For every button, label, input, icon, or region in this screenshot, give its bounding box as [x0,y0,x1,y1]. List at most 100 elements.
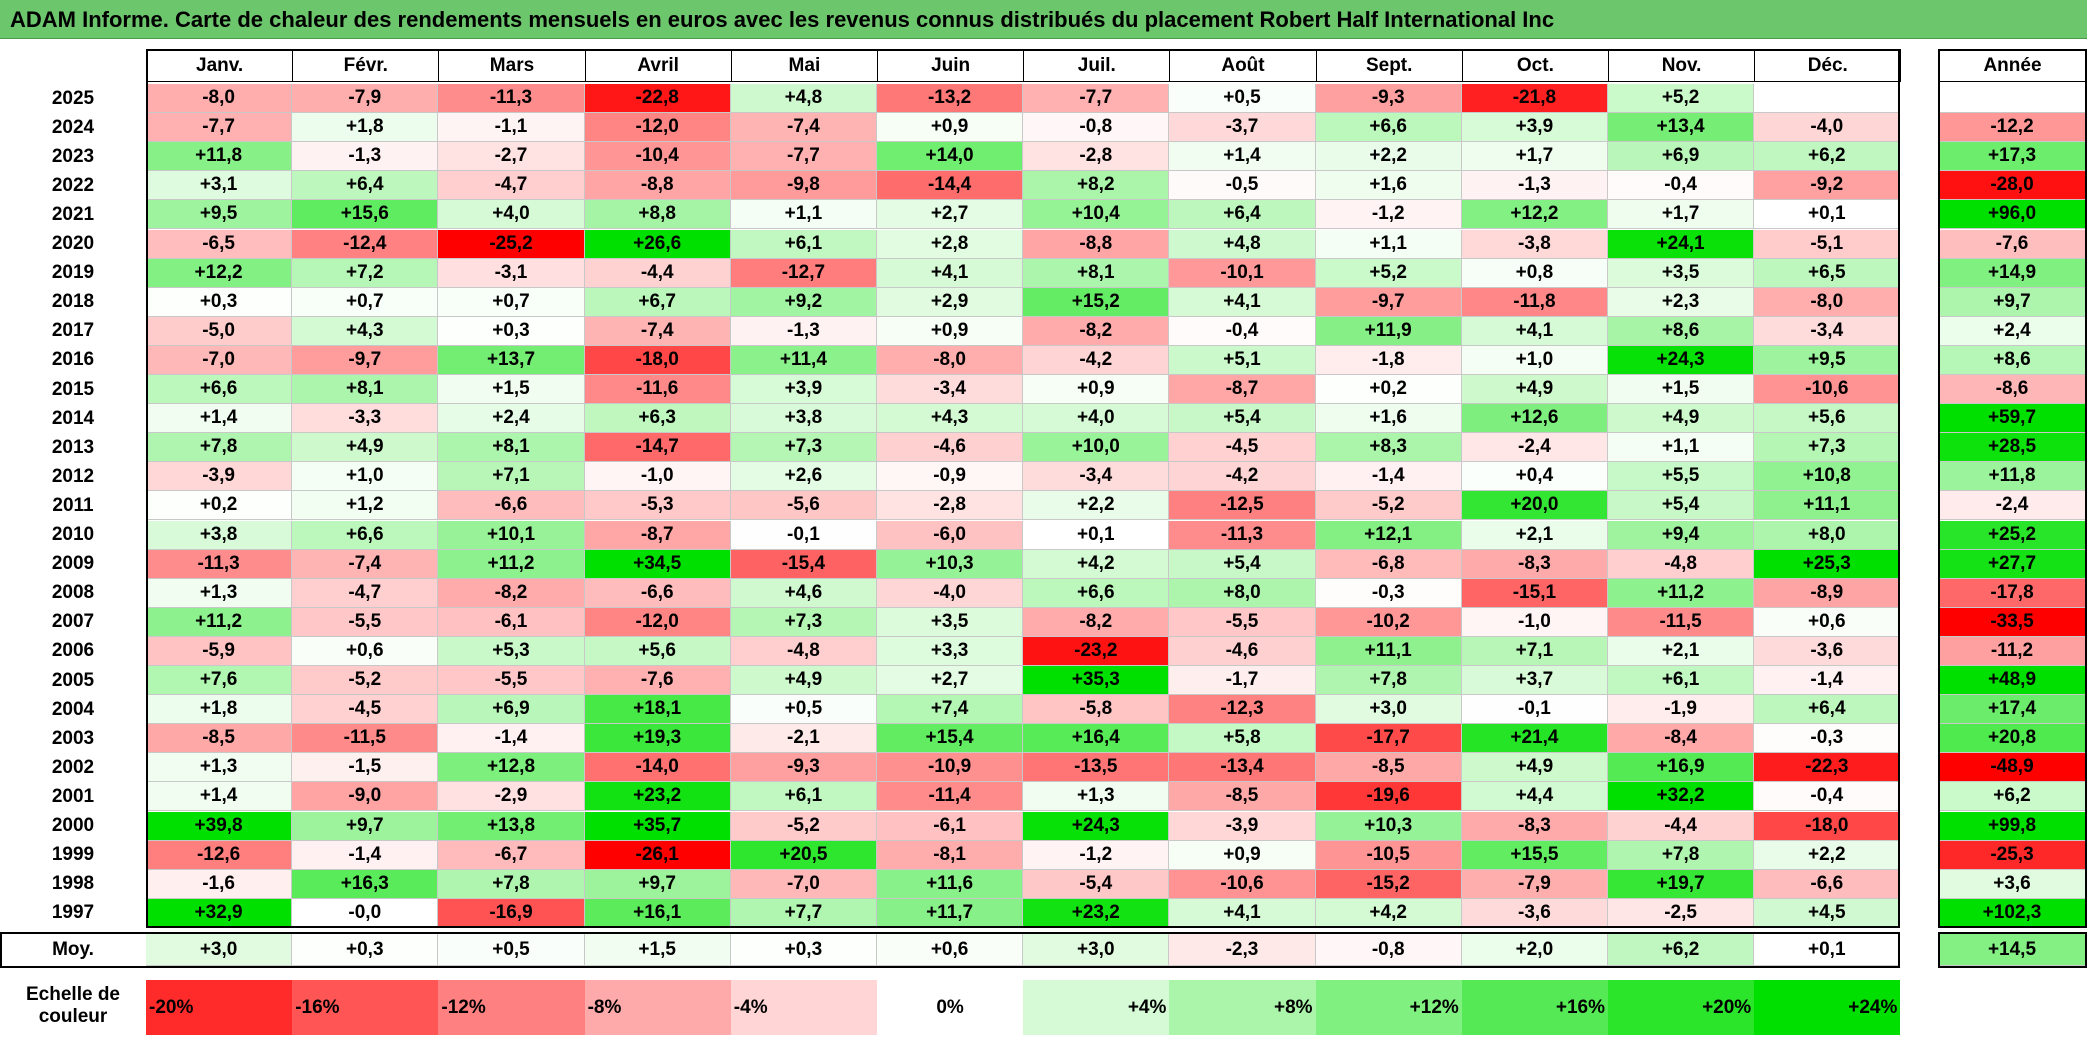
heatmap-cell: +5,2 [1608,84,1755,114]
heatmap-cell: +7,8 [438,869,585,899]
year-label: 2020 [0,229,146,259]
heatmap-cell: -1,9 [1608,695,1755,725]
heatmap-cell: -1,1 [438,113,585,143]
heatmap-cell: -18,0 [1754,811,1901,841]
annual-cell: +48,9 [1938,666,2087,696]
year-label: 2012 [0,462,146,492]
heatmap-cell: -13,5 [1023,753,1170,783]
annual-cell: -7,6 [1938,229,2087,259]
heatmap-cell: -7,6 [584,666,731,696]
heatmap-cell: +7,8 [146,433,293,463]
heatmap-cell: +1,5 [1608,375,1755,405]
heatmap-cell: -0,3 [1315,578,1462,608]
heatmap-cell: +13,8 [438,811,585,841]
heatmap-cell: -0,9 [877,462,1024,492]
heatmap-cell: -5,4 [1023,869,1170,899]
heatmap-cell: +1,5 [438,375,585,405]
month-header: Sept. [1315,49,1463,82]
heatmap-cell: +23,2 [1023,898,1170,928]
heatmap-cell: -6,0 [877,520,1024,550]
heatmap-cell: +0,5 [730,695,877,725]
heatmap-cell: +7,8 [1315,666,1462,696]
heatmap-cell: +2,8 [877,229,1024,259]
heatmap-cell: -6,1 [877,811,1024,841]
heatmap-cell: -8,3 [1461,549,1608,579]
heatmap-cell: -1,6 [146,869,293,899]
heatmap-cell: -26,1 [584,840,731,870]
heatmap-cell: +19,7 [1608,869,1755,899]
average-cell: +3,0 [1023,934,1170,966]
heatmap-cell: +13,4 [1608,113,1755,143]
heatmap-cell: +35,3 [1023,666,1170,696]
heatmap-cell: +8,0 [1169,578,1316,608]
heatmap-cell: +6,5 [1754,258,1901,288]
heatmap-cell: +23,2 [584,782,731,812]
heatmap-cell: -6,6 [584,578,731,608]
year-label: 2013 [0,433,146,463]
color-scale-step: -8% [584,980,731,1035]
heatmap-cell: -12,3 [1169,695,1316,725]
heatmap-cell: -1,4 [438,724,585,754]
annual-header: Année [1938,49,2087,82]
heatmap-cell: -4,2 [1023,345,1170,375]
heatmap-cell: +3,3 [877,636,1024,666]
year-label: 2018 [0,287,146,317]
heatmap-cell: -5,0 [146,316,293,346]
heatmap-cell: +5,8 [1169,724,1316,754]
heatmap-cell: +1,3 [146,578,293,608]
heatmap-cell: +7,2 [292,258,439,288]
heatmap-cell: -4,0 [877,578,1024,608]
heatmap-cell: +6,4 [292,171,439,201]
annual-cell: -2,4 [1938,491,2087,521]
month-header: Juil. [1023,49,1171,82]
color-scale-step: -20% [146,980,293,1035]
year-label: 2023 [0,142,146,172]
heatmap-cell: -7,4 [584,316,731,346]
heatmap-cell: -2,7 [438,142,585,172]
heatmap-cell: +1,7 [1461,142,1608,172]
color-scale-step: +24% [1754,980,1901,1035]
heatmap-cell: +5,3 [438,636,585,666]
heatmap-cell: +10,1 [438,520,585,550]
heatmap-cell: +5,5 [1608,462,1755,492]
annual-cell: +20,8 [1938,724,2087,754]
heatmap-cell: +9,5 [1754,345,1901,375]
month-header: Déc. [1754,49,1902,82]
heatmap-cell: -8,0 [877,345,1024,375]
heatmap-cell: -8,2 [438,578,585,608]
heatmap-cell: -8,8 [584,171,731,201]
year-label: 1997 [0,898,146,928]
heatmap-cell: +3,0 [1315,695,1462,725]
heatmap-cell: +9,7 [584,869,731,899]
heatmap-cell: -12,6 [146,840,293,870]
heatmap-cell: +6,6 [146,375,293,405]
heatmap-cell: +5,6 [1754,404,1901,434]
heatmap-cell: +3,5 [1608,258,1755,288]
heatmap-cell: +1,7 [1608,200,1755,230]
heatmap-cell: -12,0 [584,607,731,637]
heatmap-cell: +1,4 [1169,142,1316,172]
heatmap-cell: +0,3 [438,316,585,346]
heatmap-cell: -14,7 [584,433,731,463]
heatmap-cell: -4,6 [1169,636,1316,666]
heatmap-cell: +7,6 [146,666,293,696]
annual-cell: +6,2 [1938,782,2087,812]
annual-cell: +3,6 [1938,869,2087,899]
month-header: Août [1169,49,1317,82]
heatmap-cell: -0,5 [1169,171,1316,201]
heatmap-cell: +2,7 [877,666,1024,696]
average-cell: +3,0 [146,934,293,966]
title-bar: ADAM Informe. Carte de chaleur des rende… [0,0,2087,39]
heatmap-cell: -2,4 [1461,433,1608,463]
average-cell: +6,2 [1608,934,1755,966]
year-label: 2003 [0,724,146,754]
heatmap-cell: +6,6 [1315,113,1462,143]
heatmap-cell: -8,9 [1754,578,1901,608]
heatmap-cell: -5,8 [1023,695,1170,725]
heatmap-cell: +10,3 [1315,811,1462,841]
heatmap-cell: +5,4 [1169,404,1316,434]
heatmap-cell: +3,1 [146,171,293,201]
heatmap-cell: -8,2 [1023,607,1170,637]
heatmap-cell: +6,9 [1608,142,1755,172]
heatmap-cell: -12,0 [584,113,731,143]
